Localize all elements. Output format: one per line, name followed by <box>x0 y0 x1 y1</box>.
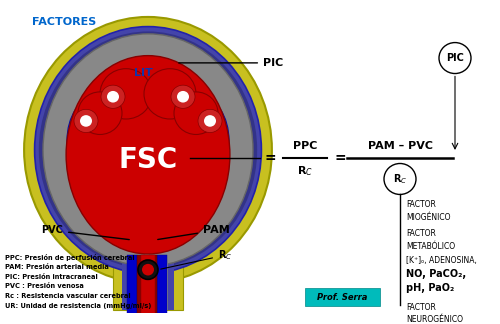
Text: FACTOR: FACTOR <box>406 303 436 312</box>
Circle shape <box>142 264 154 275</box>
Circle shape <box>171 85 195 108</box>
Text: PPC: Presión de perfusión cerebral: PPC: Presión de perfusión cerebral <box>5 254 134 261</box>
Bar <box>113 260 183 310</box>
Ellipse shape <box>34 27 262 273</box>
Circle shape <box>384 164 416 194</box>
Circle shape <box>80 115 92 127</box>
Text: UR: Unidad de resistencia (mmHg/ml/s): UR: Unidad de resistencia (mmHg/ml/s) <box>5 303 152 309</box>
Circle shape <box>198 109 222 133</box>
Circle shape <box>144 69 196 119</box>
Text: NO, PaCO₂,: NO, PaCO₂, <box>406 269 466 279</box>
Text: FACTOR: FACTOR <box>406 200 436 209</box>
Circle shape <box>101 85 125 108</box>
Ellipse shape <box>43 34 253 266</box>
Circle shape <box>78 92 122 134</box>
Bar <box>137 255 145 319</box>
Text: R$_C$: R$_C$ <box>160 248 232 269</box>
Text: FACTOR: FACTOR <box>406 229 436 238</box>
Text: =: = <box>264 151 276 165</box>
Text: Rc : Resistencia vascular cerebral: Rc : Resistencia vascular cerebral <box>5 293 130 299</box>
Circle shape <box>177 91 189 103</box>
Text: [K⁺]ₒ, ADENOSINA,: [K⁺]ₒ, ADENOSINA, <box>406 256 477 265</box>
FancyBboxPatch shape <box>305 288 380 306</box>
Text: PAM: Presión arterial media: PAM: Presión arterial media <box>5 264 109 270</box>
Text: PAM: PAM <box>158 225 230 239</box>
Text: FACTORES: FACTORES <box>32 17 96 28</box>
Text: Prof. Serra: Prof. Serra <box>317 294 367 303</box>
Text: R$_C$: R$_C$ <box>297 164 313 178</box>
Circle shape <box>107 91 119 103</box>
Bar <box>122 260 174 310</box>
Text: PVC : Presión venosa: PVC : Presión venosa <box>5 284 84 289</box>
Bar <box>149 255 157 319</box>
Text: PIC: PIC <box>179 58 283 68</box>
Ellipse shape <box>171 97 229 184</box>
Text: PVC: PVC <box>41 225 129 240</box>
Text: NEUROGÉNICO: NEUROGÉNICO <box>406 315 463 324</box>
Bar <box>128 260 168 310</box>
Text: FSC: FSC <box>118 145 178 174</box>
Text: PIC: Presión intracraneal: PIC: Presión intracraneal <box>5 274 98 280</box>
Text: PAM – PVC: PAM – PVC <box>368 141 432 151</box>
Circle shape <box>138 260 158 279</box>
Ellipse shape <box>67 97 125 184</box>
Text: PPC: PPC <box>293 141 317 151</box>
Ellipse shape <box>39 31 257 269</box>
Text: =: = <box>334 151 346 165</box>
Bar <box>141 255 155 319</box>
Circle shape <box>174 92 218 134</box>
Circle shape <box>100 69 152 119</box>
Circle shape <box>439 42 471 74</box>
Text: R$_C$: R$_C$ <box>393 172 407 186</box>
Bar <box>127 255 137 319</box>
Text: METABÓLICO: METABÓLICO <box>406 242 455 251</box>
Text: MIOGÉNICO: MIOGÉNICO <box>406 213 450 222</box>
Ellipse shape <box>66 56 230 254</box>
Text: LIT: LIT <box>134 68 152 77</box>
Ellipse shape <box>24 17 272 283</box>
Bar <box>157 255 167 319</box>
Text: pH, PaO₂: pH, PaO₂ <box>406 284 454 294</box>
Circle shape <box>74 109 98 133</box>
Text: PIC: PIC <box>446 53 464 63</box>
Circle shape <box>204 115 216 127</box>
